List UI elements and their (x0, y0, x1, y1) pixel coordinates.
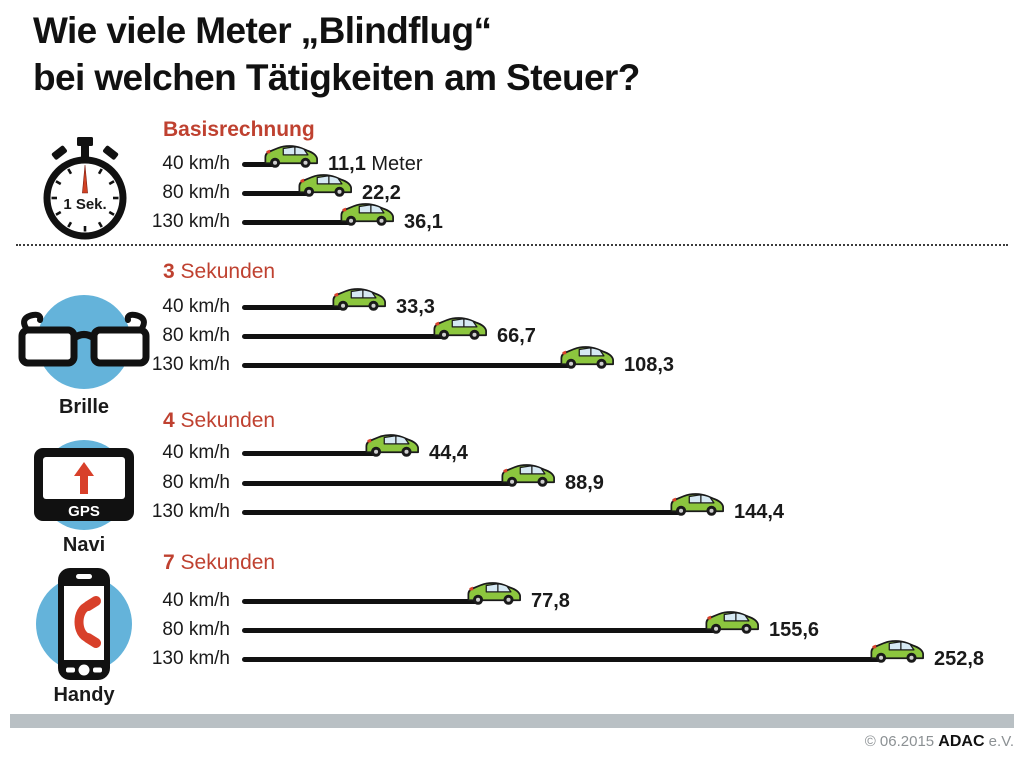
distance-line (242, 656, 882, 662)
data-row: 40 km/h 33,3 (30, 288, 1020, 320)
heading-number: 3 (163, 260, 175, 283)
speed-label: 40 km/h (162, 153, 230, 174)
distance-value: 22,2 (362, 181, 401, 204)
car-icon (467, 582, 521, 606)
speed-label: 40 km/h (162, 296, 230, 317)
stopwatch-label: 1 Sek. (63, 196, 106, 213)
data-row: 130 km/h 108,3 (30, 346, 1020, 378)
speed-label: 130 km/h (151, 354, 230, 375)
data-row: 40 km/h 11,1 Meter (30, 145, 1020, 177)
speed-label: 130 km/h (151, 211, 230, 232)
car-icon (670, 493, 724, 517)
distance-value: 252,8 (934, 647, 985, 670)
distance-line (242, 304, 344, 310)
heading-number: 7 (163, 551, 175, 574)
car-icon (870, 640, 924, 664)
speed-label: 130 km/h (151, 501, 230, 522)
car-icon (298, 174, 352, 198)
speed-label: 80 km/h (162, 619, 230, 640)
copyright: © 06.2015 ADAC e.V. (0, 733, 1014, 751)
data-row: 80 km/h 155,6 (30, 611, 1020, 643)
distance-line (242, 190, 310, 196)
section-heading-basisrechnung: Basisrechnung (163, 118, 315, 142)
speed-label: 40 km/h (162, 442, 230, 463)
copyright-suffix: e.V. (984, 733, 1014, 750)
distance-value: 77,8 (531, 589, 570, 612)
data-row: 80 km/h 22,2 (30, 174, 1020, 206)
dotted-separator (16, 244, 1008, 246)
section-heading-4-sekunden: 4 Sekunden (163, 409, 275, 433)
car-icon (365, 434, 419, 458)
speed-label: 80 km/h (162, 182, 230, 203)
distance-line (242, 598, 479, 604)
page-title: Wie viele Meter „Blindflug“ bei welchen … (33, 8, 640, 101)
speed-label: 80 km/h (162, 472, 230, 493)
glasses-icon (18, 288, 150, 400)
distance-line (242, 161, 276, 167)
title-line2: bei welchen Tätigkeiten am Steuer? (33, 56, 640, 98)
distance-line (242, 450, 377, 456)
footer-bar (10, 714, 1014, 728)
distance-value: 33,3 (396, 295, 435, 318)
car-icon (501, 464, 555, 488)
distance-line (242, 333, 445, 339)
heading-label: Sekunden (174, 409, 276, 432)
heading-label: Sekunden (174, 260, 276, 283)
stopwatch-icon: 1 Sek. (36, 137, 134, 243)
distance-value: 11,1 Meter (328, 152, 423, 175)
heading-number: 4 (163, 409, 175, 432)
distance-value: 144,4 (734, 500, 785, 523)
data-row: 80 km/h 88,9 (30, 464, 1020, 496)
car-icon (264, 145, 318, 169)
car-icon (705, 611, 759, 635)
title-line1: Wie viele Meter „Blindflug“ (33, 10, 492, 51)
section-heading-3-sekunden: 3 Sekunden (163, 260, 275, 284)
distance-line (242, 509, 682, 515)
car-icon (433, 317, 487, 341)
speed-label: 130 km/h (151, 648, 230, 669)
data-row: 130 km/h 36,1 (30, 203, 1020, 235)
car-icon (332, 288, 386, 312)
data-row: 130 km/h 144,4 (30, 493, 1020, 525)
phone-icon (32, 566, 136, 682)
distance-line (242, 362, 572, 368)
heading-label: Basisrechnung (163, 118, 315, 141)
distance-value: 36,1 (404, 210, 443, 233)
distance-value: 44,4 (429, 441, 468, 464)
copyright-date: © 06.2015 (864, 733, 939, 750)
data-row: 80 km/h 66,7 (30, 317, 1020, 349)
distance-value: 155,6 (769, 618, 820, 641)
distance-line (242, 219, 352, 225)
distance-value: 88,9 (565, 471, 604, 494)
adac-brand: ADAC (938, 733, 985, 750)
distance-line (242, 627, 717, 633)
distance-line (242, 480, 513, 486)
car-icon (560, 346, 614, 370)
distance-value: 108,3 (624, 353, 675, 376)
data-row: 40 km/h 77,8 (30, 582, 1020, 614)
data-row: 40 km/h 44,4 (30, 434, 1020, 466)
car-icon (340, 203, 394, 227)
speed-label: 40 km/h (162, 590, 230, 611)
section-caption-brille: Brille (58, 396, 110, 418)
section-caption-handy: Handy (53, 684, 115, 706)
distance-value: 66,7 (497, 324, 536, 347)
section-heading-7-sekunden: 7 Sekunden (163, 551, 275, 575)
data-row: 130 km/h 252,8 (30, 640, 1020, 672)
speed-label: 80 km/h (162, 325, 230, 346)
gps-label: GPS (68, 503, 100, 520)
heading-label: Sekunden (174, 551, 276, 574)
section-caption-navi: Navi (62, 534, 106, 556)
navi-icon: GPS (33, 438, 135, 532)
